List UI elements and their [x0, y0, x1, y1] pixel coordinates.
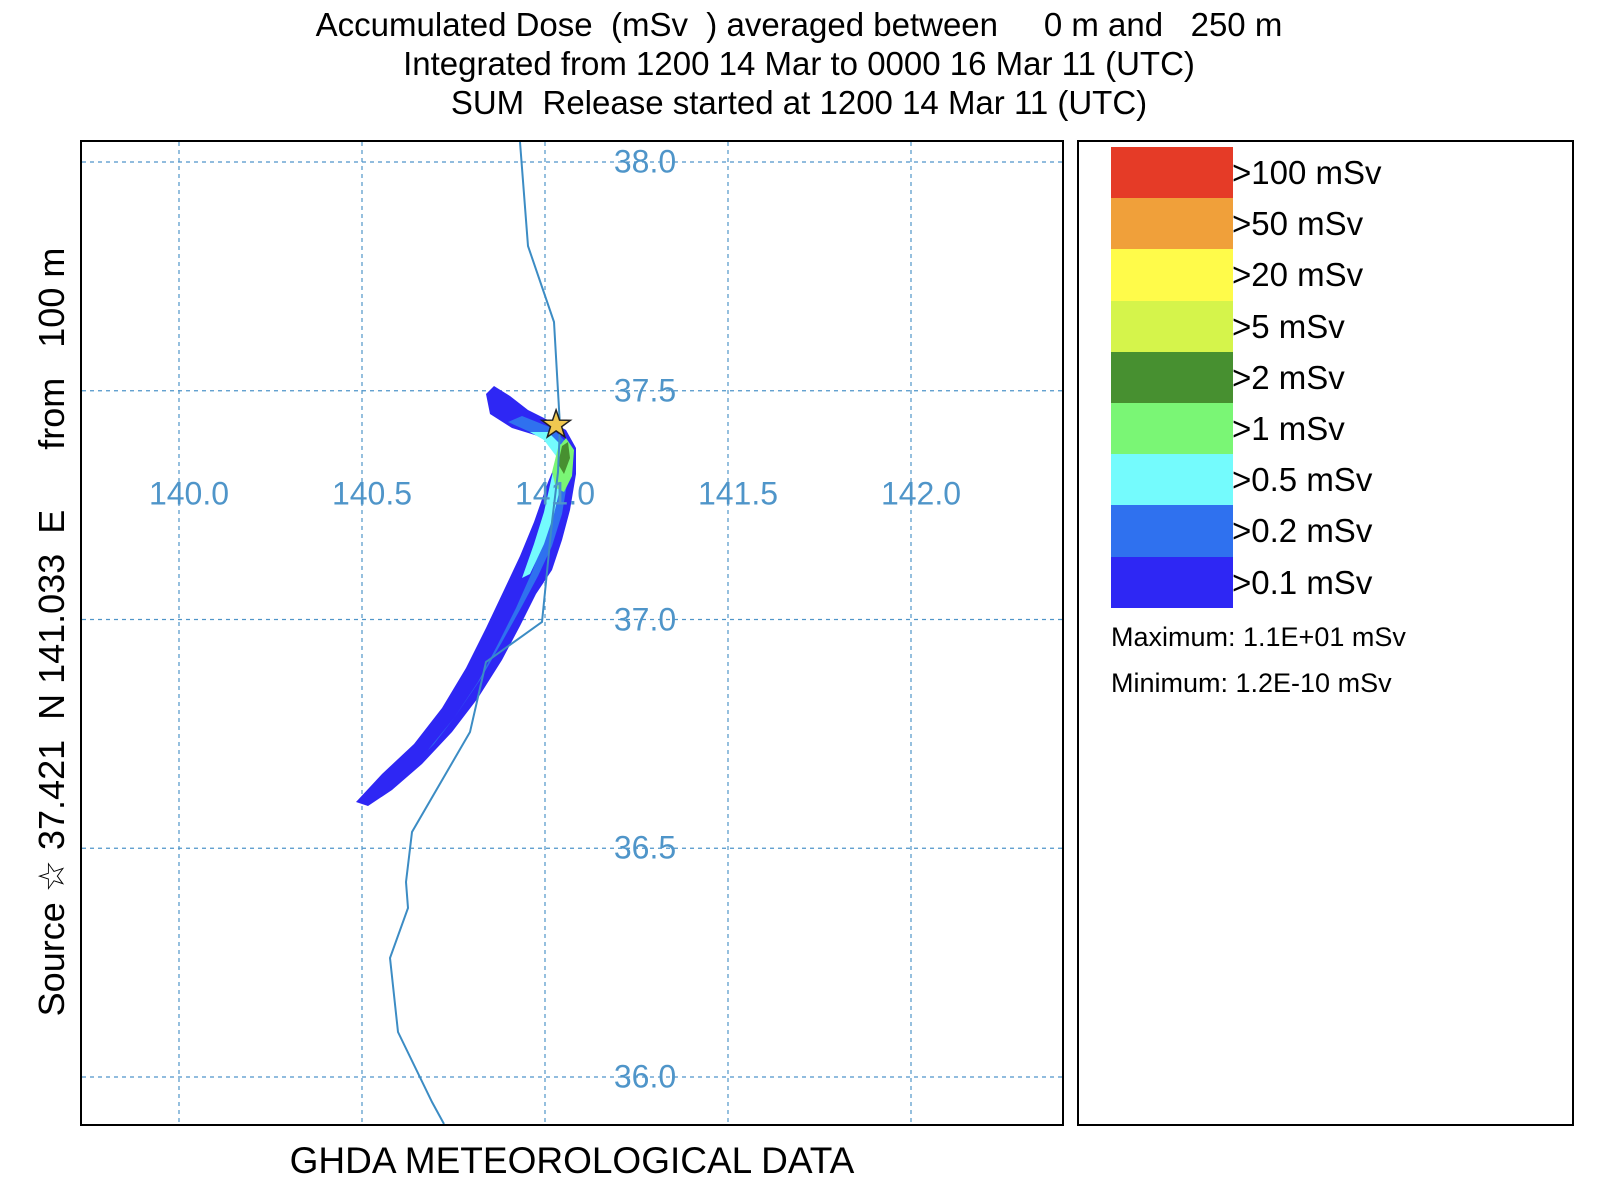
lat-label: 37.5	[613, 372, 677, 409]
legend-label: >50 mSv	[1232, 205, 1364, 243]
legend-swatch	[1111, 454, 1233, 506]
coastline	[388, 142, 562, 1124]
lon-label: 140.5	[331, 475, 413, 512]
lat-label: 36.5	[613, 829, 677, 866]
legend-swatch	[1111, 249, 1233, 302]
legend-label: >20 mSv	[1232, 256, 1364, 294]
dose-plume	[356, 386, 576, 806]
legend-label: >0.1 mSv	[1232, 563, 1373, 601]
data-source-caption: GHDA METEOROLOGICAL DATA	[289, 1140, 855, 1181]
lon-label: 142.0	[880, 475, 962, 512]
plume-band-2	[558, 442, 570, 474]
title-line-1: Accumulated Dose (mSv ) averaged between…	[315, 6, 1283, 43]
lon-label: 141.5	[697, 475, 779, 512]
legend-label: >0.5 mSv	[1232, 461, 1373, 499]
lat-label: 36.0	[613, 1058, 677, 1095]
legend-label: >1 mSv	[1232, 410, 1345, 447]
title-line-2: Integrated from 1200 14 Mar to 0000 16 M…	[403, 45, 1195, 82]
legend-swatch	[1111, 147, 1233, 199]
legend-swatch	[1111, 403, 1233, 455]
graticule	[82, 142, 1062, 1124]
source-star-icon	[539, 407, 573, 439]
legend-label: >100 mSv	[1232, 154, 1382, 191]
legend-swatch	[1111, 300, 1233, 353]
legend-swatch	[1111, 505, 1233, 558]
dose-legend: >100 mSv >50 mSv >20 mSv >5 mSv >2 mSv >1 mSv…	[1077, 140, 1574, 1126]
legend-label: >2 mSv	[1232, 358, 1345, 396]
plume-band-0-1	[356, 386, 576, 806]
legend-swatch	[1111, 198, 1233, 250]
lon-label: 140.0	[148, 475, 230, 512]
map-canvas	[82, 142, 1062, 1124]
legend-label: >5 mSv	[1232, 307, 1345, 345]
source-location-text: Source ☆ 37.421 N 141.033 E from 100 m	[31, 247, 72, 1017]
title-line-3: SUM Release started at 1200 14 Mar 11 (U…	[450, 84, 1148, 121]
lon-label: 141.0	[514, 475, 596, 512]
lat-label: 38.0	[613, 143, 677, 180]
minimum-dose: Minimum: 1.2E-10 mSv	[1111, 668, 1392, 698]
maximum-dose: Maximum: 1.1E+01 mSv	[1111, 622, 1406, 652]
dose-map: 140.0 140.5 141.0 141.5 142.0 38.0 37.5 …	[80, 140, 1064, 1126]
legend-label: >0.2 mSv	[1232, 512, 1373, 550]
legend-swatch	[1111, 351, 1233, 404]
legend-swatch	[1111, 556, 1233, 609]
lat-label: 37.0	[613, 601, 677, 637]
